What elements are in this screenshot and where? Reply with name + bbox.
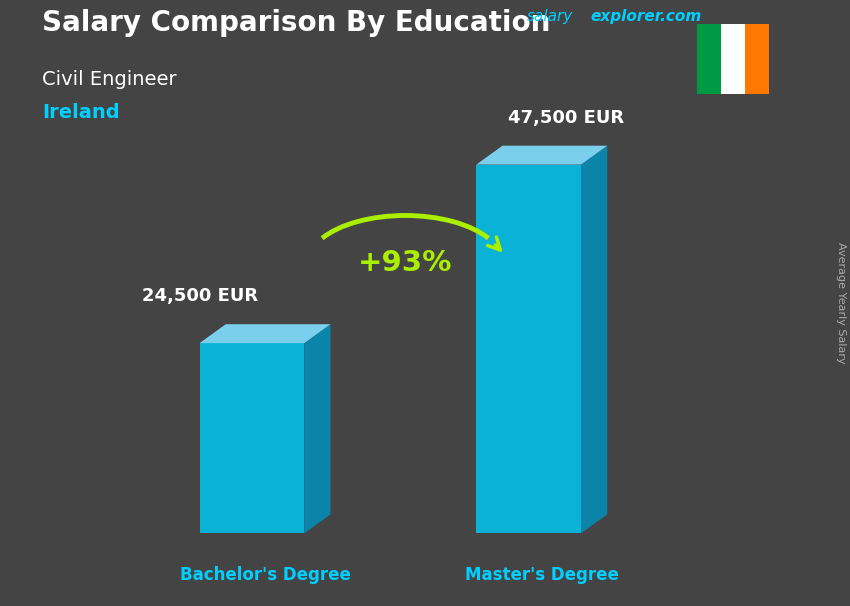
Text: salary: salary <box>527 9 573 24</box>
Bar <box>697 24 721 94</box>
Polygon shape <box>476 165 581 533</box>
Polygon shape <box>200 324 331 343</box>
Polygon shape <box>581 145 607 533</box>
Text: Average Yearly Salary: Average Yearly Salary <box>836 242 846 364</box>
Bar <box>721 24 745 94</box>
Polygon shape <box>200 343 304 533</box>
Text: Master's Degree: Master's Degree <box>465 567 619 584</box>
Text: +93%: +93% <box>358 248 452 277</box>
Text: 47,500 EUR: 47,500 EUR <box>508 108 624 127</box>
Text: Civil Engineer: Civil Engineer <box>42 70 177 88</box>
Polygon shape <box>476 145 607 165</box>
Polygon shape <box>304 324 331 533</box>
Text: Salary Comparison By Education: Salary Comparison By Education <box>42 9 551 37</box>
Text: explorer.com: explorer.com <box>591 9 702 24</box>
Text: 24,500 EUR: 24,500 EUR <box>141 287 258 305</box>
Bar <box>745 24 769 94</box>
Text: Bachelor's Degree: Bachelor's Degree <box>179 567 350 584</box>
Text: Ireland: Ireland <box>42 103 120 122</box>
